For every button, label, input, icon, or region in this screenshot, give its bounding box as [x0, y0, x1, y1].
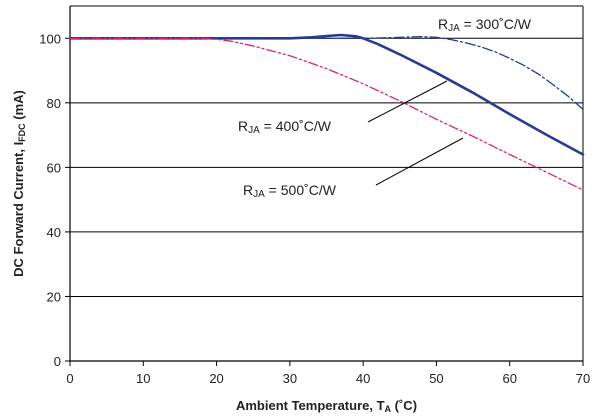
x-tick-label-50: 50 [429, 371, 443, 386]
series-500-line [69, 37, 584, 191]
axes [65, 5, 584, 366]
y-tick-label-80: 80 [47, 96, 61, 111]
series-400-leader-line [367, 80, 448, 123]
series-300-label: RJA = 300˚C/W [438, 16, 532, 34]
series-lines [68, 33, 585, 191]
y-tick-label-20: 20 [47, 289, 61, 304]
axis-titles: Ambient Temperature, TA (˚C) DC Forward C… [11, 90, 417, 414]
y-tick-label-40: 40 [47, 225, 61, 240]
tick-labels: 0 20 40 60 80 100 0 10 20 30 40 50 60 70 [39, 31, 590, 386]
annotations: RJA = 300˚C/W RJA = 400˚C/W RJA = 500˚C/W [238, 16, 532, 200]
grid-lines [70, 37, 583, 297]
series-400-line [68, 33, 585, 156]
x-tick-label-0: 0 [66, 371, 73, 386]
x-tick-label-10: 10 [136, 371, 150, 386]
x-tick-label-70: 70 [576, 371, 590, 386]
y-tick-label-60: 60 [47, 160, 61, 175]
series-500-label: RJA = 500˚C/W [243, 182, 337, 200]
x-axis-title: Ambient Temperature, TA (˚C) [236, 398, 417, 414]
y-tick-label-0: 0 [54, 354, 61, 369]
x-tick-label-40: 40 [356, 371, 370, 386]
x-tick-label-30: 30 [283, 371, 297, 386]
series-500-leader-line [375, 137, 464, 186]
x-tick-label-60: 60 [502, 371, 516, 386]
series-300-line [69, 36, 584, 110]
series-400-label: RJA = 400˚C/W [238, 118, 332, 136]
y-tick-label-100: 100 [39, 31, 61, 46]
y-axis-title: DC Forward Current, IFDC (mA) [11, 90, 27, 277]
x-tick-label-20: 20 [209, 371, 223, 386]
